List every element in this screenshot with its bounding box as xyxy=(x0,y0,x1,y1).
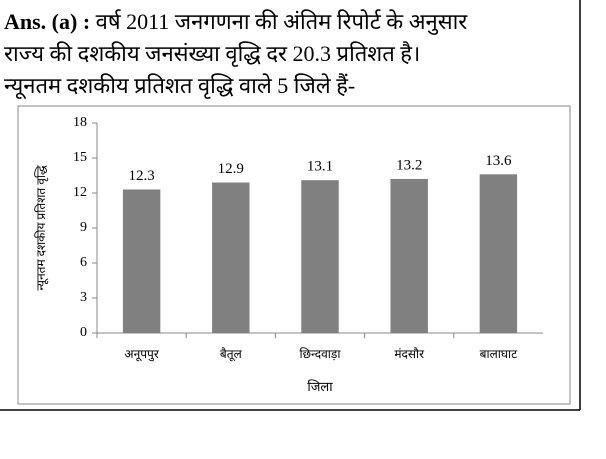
data-label: 13.1 xyxy=(307,159,333,175)
data-label: 12.3 xyxy=(128,168,154,184)
x-tick-label: बालाघाट xyxy=(480,347,518,361)
bar xyxy=(122,189,161,333)
x-tick-label: अनूपपुर xyxy=(124,347,159,362)
y-tick-label: 15 xyxy=(73,150,87,165)
y-axis-label: न्यूनतम दशकीय प्रतिशत वृद्धि xyxy=(34,165,49,291)
bar xyxy=(479,174,518,333)
text-line: राज्य की दशकीय जनसंख्या वृद्धि दर 20.3 प… xyxy=(4,41,421,66)
data-label: 13.2 xyxy=(396,157,422,173)
x-tick-label: मंदसौर xyxy=(394,347,425,361)
y-tick-label: 0 xyxy=(80,325,87,340)
answer-label: Ans. (a) : xyxy=(4,9,91,34)
data-label: 13.6 xyxy=(485,153,512,169)
y-tick-label: 18 xyxy=(73,115,87,130)
bar xyxy=(390,179,428,333)
bar xyxy=(301,180,339,333)
bar xyxy=(212,182,250,333)
chart-frame xyxy=(17,105,571,405)
text-span: वर्ष 2011 जनगणना की अंतिम रिपोर्ट के अनु… xyxy=(95,9,468,34)
y-tick-label: 12 xyxy=(73,185,87,200)
text-line: Ans. (a) : वर्ष 2011 जनगणना की अंतिम रिप… xyxy=(4,6,467,36)
text-line: न्यूनतम दशकीय प्रतिशत वृद्धि वाले 5 जिले… xyxy=(4,73,356,98)
y-tick-label: 6 xyxy=(80,255,87,270)
y-tick-label: 3 xyxy=(80,290,87,305)
x-axis-label: जिला xyxy=(307,379,333,394)
x-tick-label: छिन्दवाड़ा xyxy=(300,347,342,361)
x-tick-label: बैतूल xyxy=(220,347,243,362)
data-label: 12.9 xyxy=(218,161,244,177)
y-tick-label: 9 xyxy=(80,220,87,235)
